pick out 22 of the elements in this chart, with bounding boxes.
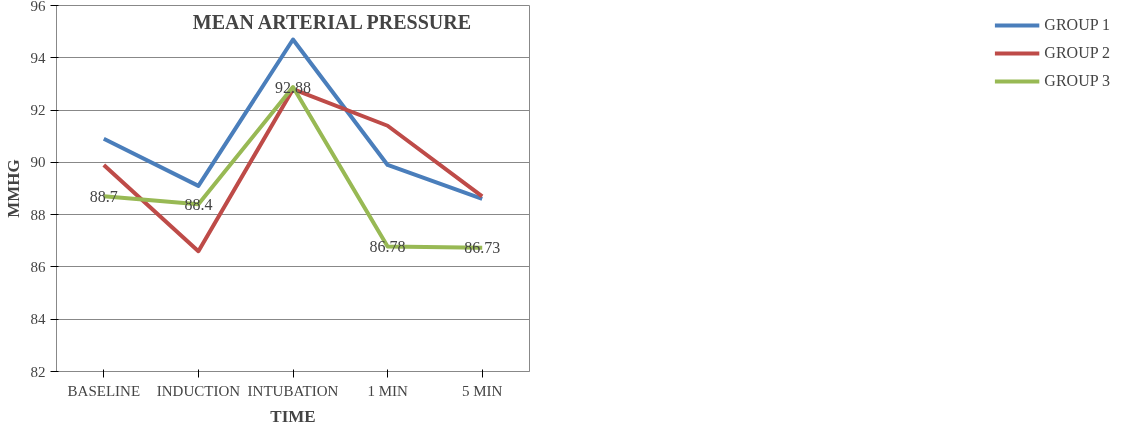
- legend-label: GROUP 2: [1044, 44, 1110, 62]
- chart-title: MEAN ARTERIAL PRESSURE: [192, 10, 472, 33]
- x-tick-label: INDUCTION: [156, 382, 241, 399]
- x-tick-label: 1 MIN: [367, 382, 408, 399]
- y-tick-label: 86: [30, 258, 46, 275]
- data-label: 92.88: [275, 78, 311, 96]
- y-tick-label: 96: [30, 0, 46, 14]
- y-tick-label: 84: [30, 311, 46, 328]
- y-tick-label: 88: [30, 206, 46, 223]
- y-tick-label: 94: [30, 49, 46, 66]
- x-tick-label: 5 MIN: [461, 382, 503, 399]
- x-axis-title: TIME: [270, 406, 316, 426]
- legend-label: GROUP 3: [1044, 72, 1110, 90]
- data-label: 88.7: [89, 187, 118, 205]
- y-tick-label: 82: [30, 363, 46, 380]
- y-tick-label: 92: [30, 102, 46, 119]
- legend-label: GROUP 1: [1044, 16, 1110, 34]
- y-axis-title: MMHG: [3, 159, 23, 218]
- data-label: 86.73: [464, 239, 501, 257]
- y-tick-label: 90: [30, 154, 46, 171]
- x-tick-label: BASELINE: [67, 382, 141, 399]
- x-tick-label: INTUBATION: [247, 382, 339, 399]
